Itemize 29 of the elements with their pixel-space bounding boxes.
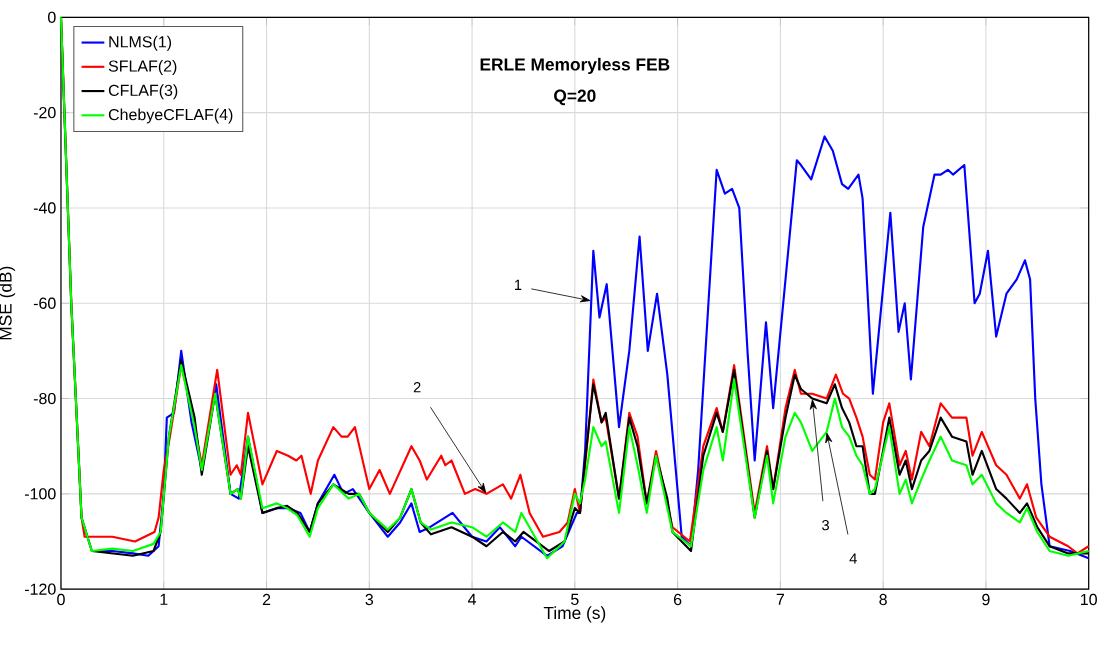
- legend-label: ChebyeCFLAF(4): [108, 108, 233, 124]
- x-tick-label: 10: [1081, 593, 1097, 606]
- y-tick-label: -20: [33, 106, 56, 119]
- x-tick-label: 3: [365, 593, 374, 606]
- y-tick-label: -40: [33, 202, 56, 214]
- annotation: 3: [822, 519, 829, 531]
- annotation: 1: [515, 279, 522, 290]
- y-tick-label: 0: [48, 11, 56, 23]
- x-tick-label: 5: [571, 593, 579, 605]
- x-tick-label: 1: [160, 593, 168, 605]
- x-axis-title: Time (s): [543, 606, 606, 623]
- x-tick-label: 7: [776, 593, 785, 605]
- y-tick-label: -80: [33, 392, 56, 405]
- x-tick-label: 9: [982, 593, 990, 606]
- x-tick-label: 4: [467, 593, 477, 605]
- y-tick-label: -100: [24, 488, 56, 500]
- legend-label: SFLAF(2): [108, 59, 177, 75]
- text: Q=20: [554, 89, 596, 106]
- text: ERLE Memoryless FEB: [480, 57, 670, 74]
- annotation: 2: [413, 382, 421, 393]
- annotation: 4: [849, 553, 857, 564]
- legend-label: CFLAF(3): [108, 84, 178, 100]
- x-tick-label: 6: [673, 593, 682, 606]
- y-tick-label: -60: [33, 297, 56, 309]
- x-tick-label: 8: [879, 593, 887, 606]
- x-tick-label: 0: [57, 593, 65, 606]
- legend-label: NLMS(1): [109, 35, 172, 51]
- y-tick-label: -120: [24, 583, 56, 595]
- x-tick-label: 2: [262, 593, 271, 605]
